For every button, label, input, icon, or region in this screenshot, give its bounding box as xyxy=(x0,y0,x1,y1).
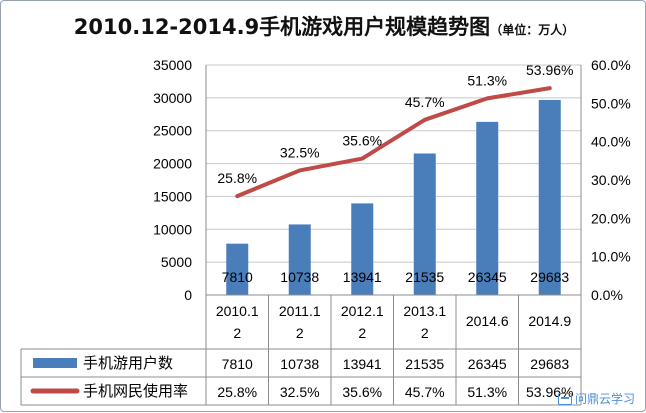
y-left-tick-label: 15000 xyxy=(153,188,192,204)
y-right-tick-label: 40.0% xyxy=(591,134,631,150)
bar xyxy=(413,153,436,295)
y-left-tick-label: 30000 xyxy=(153,90,192,106)
x-category-label: 2 xyxy=(421,325,429,341)
x-category-label: 2011.1 xyxy=(279,303,321,319)
x-category-label: 2 xyxy=(233,325,241,341)
line-series xyxy=(235,86,552,199)
x-category-label: 2014.6 xyxy=(466,313,509,329)
y-right-tick-label: 50.0% xyxy=(591,95,631,111)
line-data-label: 53.96% xyxy=(526,62,573,78)
table-cell: 21535 xyxy=(405,356,444,372)
bar-data-label: 29683 xyxy=(530,269,569,285)
y-left-tick-label: 5000 xyxy=(161,254,192,270)
bar-data-label: 21535 xyxy=(405,269,444,285)
legend-line-label: 手机网民使用率 xyxy=(83,383,188,400)
table-cell: 53.96% xyxy=(526,384,573,400)
y-left-tick-label: 25000 xyxy=(153,123,192,139)
watermark: 问鼎云学习 xyxy=(557,390,635,407)
bar xyxy=(288,224,311,295)
table-cell: 51.3% xyxy=(467,384,507,400)
bar xyxy=(351,203,374,295)
line-data-label: 51.3% xyxy=(467,72,507,88)
table-cell: 32.5% xyxy=(280,384,320,400)
line-data-label: 35.6% xyxy=(342,133,382,149)
legend-bar-swatch xyxy=(33,358,77,368)
bar xyxy=(476,121,499,295)
bar-data-label: 10738 xyxy=(280,269,319,285)
chart-title-main: 2010.12-2014.9手机游戏用户规模趋势图 xyxy=(73,15,491,39)
line-data-label: 32.5% xyxy=(280,144,320,160)
y-right-tick-label: 10.0% xyxy=(591,249,631,265)
table-cell: 35.6% xyxy=(342,384,382,400)
line-point xyxy=(235,194,239,198)
watermark-logo-icon xyxy=(557,392,572,405)
y-left-tick-label: 35000 xyxy=(153,57,192,73)
x-category-label: 2010.1 xyxy=(216,303,259,319)
line-data-label: 25.8% xyxy=(217,170,257,186)
y-right-tick-label: 0.0% xyxy=(591,287,623,303)
bar xyxy=(538,99,561,296)
bar-data-label: 7810 xyxy=(222,269,253,285)
x-category-label: 2012.1 xyxy=(341,303,384,319)
x-category-label: 2014.9 xyxy=(528,313,571,329)
bar xyxy=(226,243,249,295)
table-cell: 29683 xyxy=(530,356,569,372)
table-cell: 13941 xyxy=(343,356,382,372)
line-point xyxy=(485,96,489,100)
line-point xyxy=(360,157,364,161)
y-right-tick-label: 30.0% xyxy=(591,172,631,188)
table-cell: 10738 xyxy=(280,356,319,372)
y-right-tick-label: 60.0% xyxy=(591,57,631,73)
table-cell: 45.7% xyxy=(405,384,445,400)
y-left-tick-label: 0 xyxy=(184,287,192,303)
y-left-tick-label: 20000 xyxy=(153,156,192,172)
legend-bar-label: 手机游用户数 xyxy=(83,355,173,372)
watermark-text: 问鼎云学习 xyxy=(574,392,635,406)
bar-data-label: 13941 xyxy=(343,269,382,285)
x-category-label: 2 xyxy=(296,325,304,341)
table-cell: 7810 xyxy=(222,356,253,372)
y-right-tick-label: 20.0% xyxy=(591,210,631,226)
chart-unit-note: （单位：万人） xyxy=(490,23,575,37)
line-data-label: 45.7% xyxy=(405,94,445,110)
chart-title: 2010.12-2014.9手机游戏用户规模趋势图（单位：万人） xyxy=(19,11,629,41)
table-cell: 25.8% xyxy=(217,384,257,400)
line-point xyxy=(548,86,552,90)
line-point xyxy=(423,118,427,122)
table-cell: 26345 xyxy=(468,356,507,372)
bar-data-label: 26345 xyxy=(468,269,507,285)
x-category-label: 2 xyxy=(358,325,366,341)
y-left-tick-label: 10000 xyxy=(153,221,192,237)
line-point xyxy=(298,168,302,172)
x-category-label: 2013.1 xyxy=(403,303,446,319)
